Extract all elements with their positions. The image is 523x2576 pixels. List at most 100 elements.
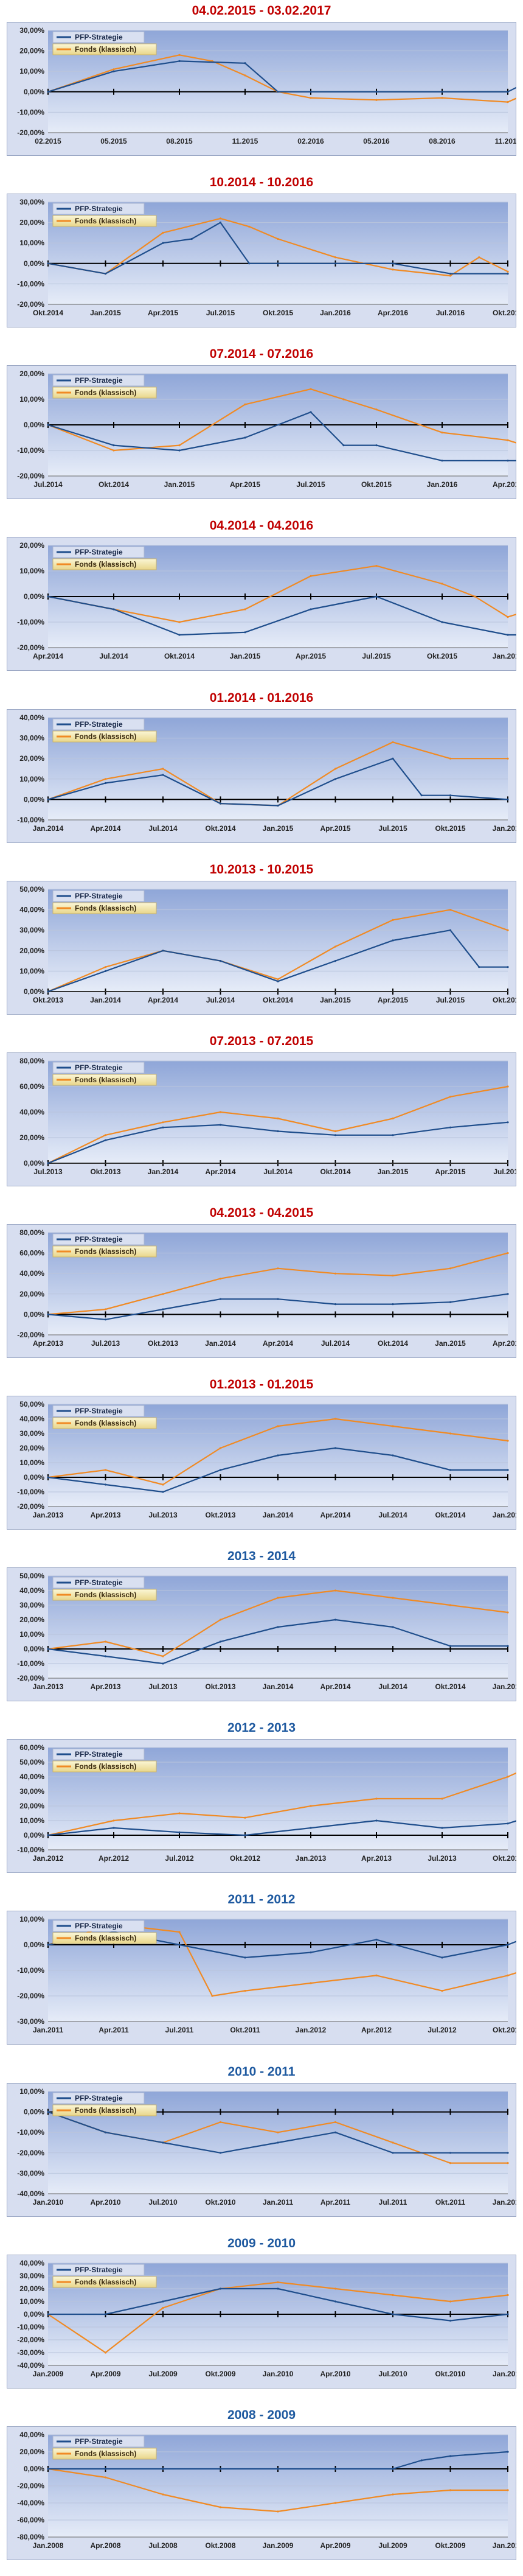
data-point-strategy [375,91,378,93]
x-tick-label: Jul.2014 [378,1511,407,1519]
y-tick-label: -30,00% [17,2169,44,2177]
x-tick-label: Okt.2010 [205,2198,235,2207]
data-point-strategy [375,1939,378,1941]
data-point-strategy [441,621,443,623]
data-point-strategy [334,1447,337,1449]
data-point-fund [104,777,107,780]
data-point-strategy [104,273,107,275]
legend-box-strategy [52,1233,145,1245]
x-tick-label: Apr.2010 [90,2198,120,2207]
legend-label-strategy: PFP-Strategie [75,720,123,729]
data-point-fund [392,1425,394,1427]
x-tick-label: Okt.2015 [427,652,457,660]
data-point-strategy [104,2468,107,2470]
data-point-strategy [104,782,107,784]
y-tick-label: 80,00% [19,1228,44,1237]
x-tick-label: Apr.2014 [320,1511,350,1519]
series-line-strategy [47,60,516,93]
chart-title: 10.2013 - 10.2015 [209,862,314,877]
data-point-strategy [178,1831,181,1834]
x-tick-label: Jul.2014 [99,652,128,660]
data-point-fund [441,1990,443,1992]
chart-block: 04.2014 - 04.2016 -20,00% -10,00% 0,00% 10,0… [0,515,523,687]
legend-box-fund [52,730,157,743]
data-point-fund [334,256,337,259]
data-point-strategy [248,262,251,265]
x-tick-label: Apr.2011 [320,2198,351,2207]
data-point-strategy [392,1626,394,1628]
y-tick-label: 40,00% [19,1586,44,1595]
x-tick-label: Jul.2013 [91,1339,120,1348]
y-tick-label: -10,00% [17,1488,44,1496]
data-point-fund [162,2306,164,2309]
x-tick-label: Jan.2013 [296,1854,327,1863]
y-tick-label: 20,00% [19,541,44,550]
data-point-fund [178,444,181,447]
data-point-fund [449,2161,452,2164]
data-point-fund [162,767,164,770]
legend-box-strategy [52,890,145,902]
x-tick-label: Jan.2013 [33,1511,64,1519]
data-point-strategy [310,91,312,93]
legend-box-strategy [52,1577,145,1589]
y-tick-label: 20,00% [19,219,44,227]
chart-svg: -30,00% -20,00% -10,00% 0,00% 10,00% Jan.2011… [7,1911,516,2045]
data-point-fund [375,99,378,101]
data-point-fund [392,1274,394,1277]
x-tick-label: Jul.2014 [263,1167,293,1176]
data-point-strategy [277,1454,279,1457]
legend-box-strategy [52,1062,145,1074]
y-tick-label: -10,00% [17,618,44,626]
x-tick-label: Jul.2014 [378,1682,407,1691]
data-point-fund [219,1277,222,1280]
x-tick-label: Okt.2015 [263,309,293,317]
y-tick-label: 30,00% [19,1429,44,1438]
data-point-strategy [449,929,452,931]
x-tick-label: Okt.2013 [493,1854,516,1863]
data-point-fund [507,1251,509,1255]
data-point-strategy [219,222,222,224]
data-point-strategy [334,2131,337,2133]
data-point-fund [219,1111,222,1113]
chart-block: 04.2013 - 04.2015 -20,00% 0,00% 20,00% 40,00… [0,1202,523,1374]
chart-title: 10.2014 - 10.2016 [209,175,314,190]
y-tick-label: -20,00% [17,643,44,652]
y-tick-label: 20,00% [19,1290,44,1298]
y-tick-label: -40,00% [17,2499,44,2507]
x-tick-label: 05.2015 [100,137,127,145]
data-point-strategy [392,1303,394,1306]
x-tick-label: Jan.2009 [263,2541,294,2550]
y-tick-label: -30,00% [17,2348,44,2357]
legend-label-strategy: PFP-Strategie [75,1235,123,1244]
x-tick-label: Jan.2016 [493,652,516,660]
data-point-strategy [310,1827,312,1829]
chart-title: 2010 - 2011 [227,2064,296,2079]
x-tick-label: Jan.2015 [230,652,261,660]
data-point-fund [507,1776,509,1778]
data-point-strategy [178,449,181,452]
data-point-strategy [478,965,480,968]
y-tick-label: 50,00% [19,1758,44,1766]
chart-title: 2013 - 2014 [227,1549,296,1564]
legend-label-fund: Fonds (klassisch) [75,904,136,912]
chart-block: 2011 - 2012 -30,00% -20,00% -10,00% 0,00% 10,… [0,1889,523,2060]
data-point-fund [507,1085,509,1088]
data-point-fund [334,2121,337,2123]
legend-box-strategy [52,31,145,43]
x-tick-label: Jul.2013 [428,1854,457,1863]
legend-label-strategy: PFP-Strategie [75,376,123,385]
data-point-fund [219,2506,222,2508]
data-point-fund [375,1975,378,1977]
data-point-strategy [113,70,115,72]
data-point-fund [342,398,345,401]
legend-box-fund [52,2276,157,2288]
data-point-fund [507,270,509,273]
x-tick-label: Jul.2014 [148,824,178,833]
chart-block: 2008 - 2009 -80,00% -60,00% -40,00% -20,00% 0… [0,2404,523,2576]
x-tick-label: Apr.2010 [320,2370,350,2378]
y-tick-label: 0,00% [24,987,44,996]
x-tick-label: Okt.2014 [99,480,129,489]
data-point-strategy [334,1133,337,1136]
y-tick-label: 0,00% [24,259,44,268]
